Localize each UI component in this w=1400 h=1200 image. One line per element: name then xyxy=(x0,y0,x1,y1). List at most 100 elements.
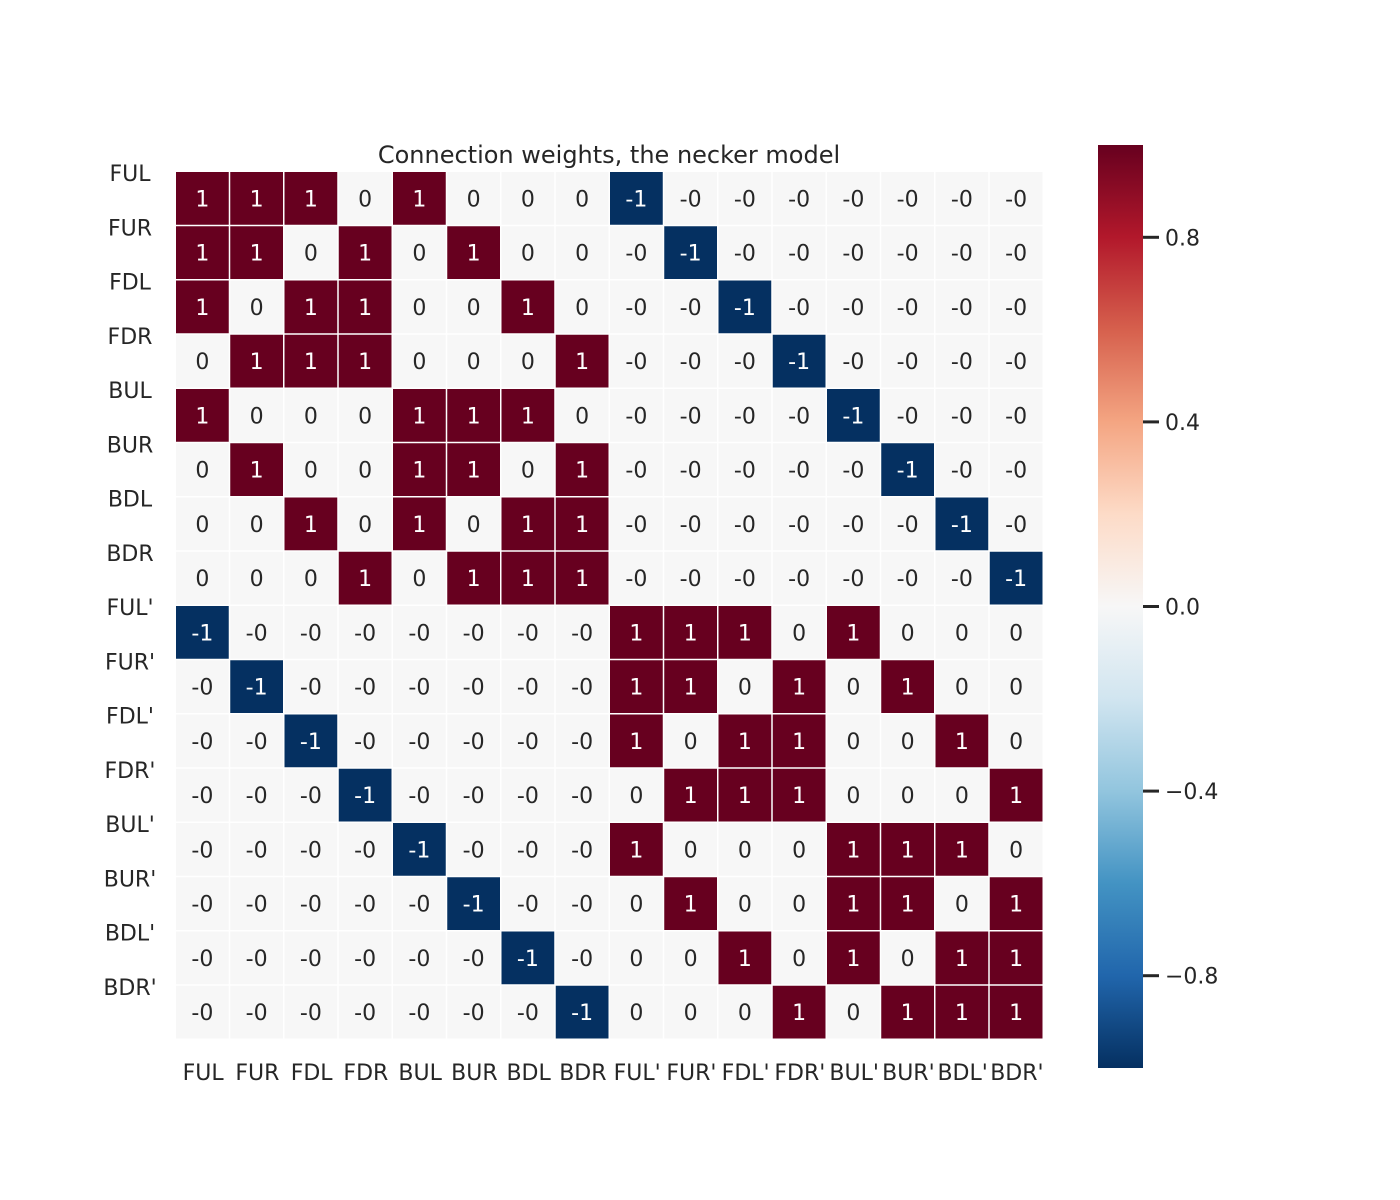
heatmap-cell xyxy=(393,389,446,442)
cell-value-label: -0 xyxy=(842,350,864,375)
heatmap-cell xyxy=(176,226,229,279)
cell-value-label: 1 xyxy=(629,621,643,646)
cell-value-label: -0 xyxy=(734,350,756,375)
heatmap-cell xyxy=(501,714,555,768)
cell-value-label: -1 xyxy=(625,187,647,212)
cell-value-label: -0 xyxy=(571,676,593,701)
heatmap-cell xyxy=(718,389,772,442)
heatmap-cell xyxy=(284,768,338,822)
heatmap-cells: 1 1 1 0 1 0 0 0 -1 -0 -0 -0 -0 -0 -0 -0 1 1 0 1 0 1 0 0 -0 -1 -0 -0… xyxy=(176,172,1043,1039)
heatmap-cell xyxy=(989,606,1043,659)
column-label: FDR xyxy=(343,1061,388,1086)
heatmap-cell xyxy=(447,334,500,388)
heatmap-cell xyxy=(501,877,555,930)
row-label: BDL xyxy=(108,488,153,513)
heatmap-cell xyxy=(772,389,826,442)
cell-value-label: -0 xyxy=(734,567,756,592)
cell-value-label: 0 xyxy=(575,404,589,429)
heatmap-cell xyxy=(501,389,555,442)
heatmap-cell xyxy=(230,443,283,496)
cell-value-label: 1 xyxy=(250,242,264,267)
cell-value-label: -0 xyxy=(1005,242,1027,267)
heatmap-cell xyxy=(284,497,338,551)
heatmap-cell xyxy=(284,226,338,279)
chart-title: Connection weights, the necker model xyxy=(378,141,840,169)
heatmap-cell xyxy=(338,660,392,713)
cell-value-label: 1 xyxy=(467,567,481,592)
heatmap-cell xyxy=(772,280,826,334)
heatmap-cell xyxy=(284,931,338,985)
cell-value-label: 0 xyxy=(901,621,915,646)
heatmap-cell xyxy=(772,606,826,659)
cell-value-label: 1 xyxy=(412,513,426,538)
heatmap-cell xyxy=(772,172,826,225)
heatmap-cell xyxy=(827,768,880,822)
heatmap-cell xyxy=(772,931,826,985)
cell-value-label: 0 xyxy=(792,838,806,863)
heatmap-cell xyxy=(610,334,663,388)
heatmap-cell xyxy=(393,823,446,876)
heatmap-cell xyxy=(718,714,772,768)
row-label: FDR xyxy=(108,325,153,350)
heatmap-cell xyxy=(827,389,880,442)
column-label: FUR' xyxy=(666,1061,716,1086)
heatmap-cell xyxy=(718,551,772,605)
cell-value-label: -0 xyxy=(788,459,810,484)
heatmap-cell xyxy=(338,931,392,985)
cell-value-label: 0 xyxy=(467,187,481,212)
cell-value-label: -0 xyxy=(680,404,702,429)
cell-value-label: 1 xyxy=(901,676,915,701)
cell-value-label: -0 xyxy=(1005,513,1027,538)
heatmap-cell xyxy=(827,660,880,713)
heatmap-cell xyxy=(338,334,392,388)
heatmap-cell xyxy=(935,497,989,551)
cell-value-label: 1 xyxy=(846,893,860,918)
cell-value-label: -0 xyxy=(463,947,485,972)
cell-value-label: 1 xyxy=(792,1001,806,1026)
heatmap-cell xyxy=(881,172,934,225)
heatmap-cell xyxy=(176,389,229,442)
cell-value-label: -0 xyxy=(788,513,810,538)
cell-value-label: 1 xyxy=(250,350,264,375)
cell-value-label: 0 xyxy=(521,459,535,484)
heatmap-cell xyxy=(176,497,229,551)
cell-value-label: 1 xyxy=(684,676,698,701)
cell-value-label: -0 xyxy=(517,893,539,918)
cell-value-label: 0 xyxy=(738,893,752,918)
cell-value-label: -0 xyxy=(463,730,485,755)
cell-value-label: 1 xyxy=(629,730,643,755)
heatmap-cell xyxy=(772,823,826,876)
heatmap-cell xyxy=(718,334,772,388)
heatmap-cell xyxy=(284,280,338,334)
heatmap-cell xyxy=(447,714,500,768)
heatmap-cell xyxy=(501,660,555,713)
cell-value-label: -0 xyxy=(734,459,756,484)
cell-value-label: -0 xyxy=(246,621,268,646)
cell-value-label: -1 xyxy=(354,784,376,809)
heatmap-cell xyxy=(827,280,880,334)
heatmap-cell xyxy=(989,714,1043,768)
heatmap-cell xyxy=(555,280,609,334)
colorbar-tick-label: 0.0 xyxy=(1165,596,1200,621)
heatmap-cell xyxy=(393,768,446,822)
heatmap-cell xyxy=(718,768,772,822)
heatmap-cell xyxy=(718,443,772,496)
heatmap-cell xyxy=(718,985,772,1039)
heatmap-cell xyxy=(393,931,446,985)
cell-value-label: -0 xyxy=(354,676,376,701)
heatmap-cell xyxy=(338,877,392,930)
cell-value-label: 0 xyxy=(304,459,318,484)
cell-value-label: 1 xyxy=(738,784,752,809)
heatmap-cell xyxy=(501,606,555,659)
cell-value-label: 0 xyxy=(738,1001,752,1026)
heatmap-cell xyxy=(772,497,826,551)
heatmap-cell xyxy=(664,931,717,985)
cell-value-label: 0 xyxy=(304,404,318,429)
column-label: BDR' xyxy=(990,1061,1043,1086)
row-label: BUR' xyxy=(104,867,157,892)
column-label: BUR xyxy=(451,1061,497,1086)
heatmap-cell xyxy=(610,823,663,876)
cell-value-label: -0 xyxy=(571,838,593,863)
heatmap-cell xyxy=(555,551,609,605)
cell-value-label: 1 xyxy=(792,784,806,809)
